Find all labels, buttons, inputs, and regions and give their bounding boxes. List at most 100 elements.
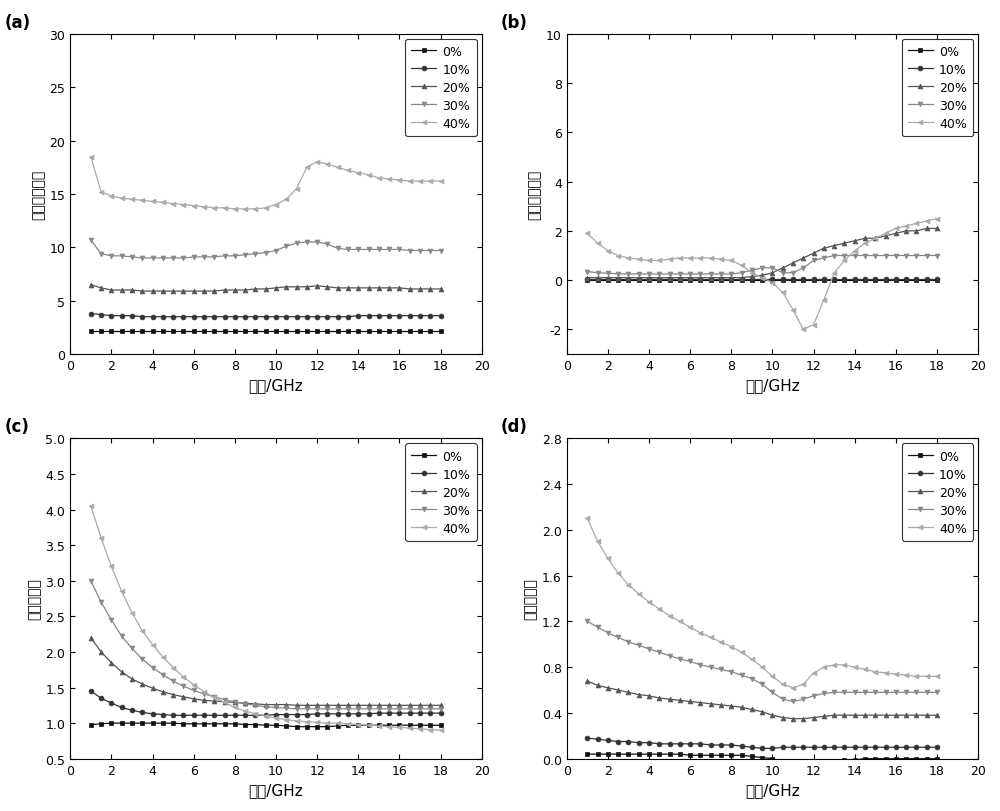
30% — [270, 247, 282, 256]
20% — [684, 697, 696, 706]
30% — [321, 240, 333, 250]
0% — [188, 326, 200, 336]
Line: 30%: 30% — [585, 620, 939, 704]
40% — [869, 234, 881, 244]
20% — [239, 698, 251, 708]
10% — [592, 275, 604, 285]
30% — [321, 704, 333, 714]
0% — [633, 749, 645, 759]
0% — [592, 276, 604, 285]
10% — [818, 742, 830, 752]
30% — [643, 644, 655, 654]
40% — [424, 725, 436, 735]
40% — [849, 663, 861, 672]
0% — [602, 276, 614, 285]
10% — [321, 709, 333, 719]
10% — [612, 275, 624, 285]
10% — [612, 736, 624, 746]
10% — [633, 275, 645, 285]
0% — [653, 276, 665, 285]
20% — [756, 271, 768, 281]
0% — [622, 276, 634, 285]
40% — [229, 702, 241, 712]
40% — [321, 719, 333, 728]
20% — [715, 700, 727, 710]
40% — [592, 537, 604, 547]
0% — [85, 720, 97, 730]
0% — [95, 719, 107, 729]
0% — [931, 276, 943, 285]
20% — [229, 697, 241, 707]
40% — [622, 254, 634, 264]
0% — [664, 276, 676, 285]
40% — [838, 660, 850, 670]
30% — [249, 701, 261, 710]
10% — [424, 708, 436, 718]
0% — [664, 749, 676, 759]
20% — [890, 710, 902, 720]
0% — [219, 326, 231, 336]
0% — [715, 750, 727, 760]
30% — [880, 251, 892, 261]
40% — [674, 617, 686, 627]
10% — [157, 710, 169, 719]
0% — [136, 326, 148, 336]
20% — [404, 285, 416, 294]
40% — [188, 680, 200, 689]
10% — [900, 275, 912, 285]
40% — [684, 623, 696, 633]
30% — [85, 236, 97, 246]
30% — [291, 704, 303, 714]
30% — [332, 244, 344, 254]
40% — [684, 254, 696, 264]
40% — [859, 239, 871, 249]
10% — [260, 312, 272, 322]
20% — [219, 697, 231, 706]
0% — [208, 326, 220, 336]
0% — [342, 326, 354, 336]
0% — [849, 755, 861, 765]
10% — [126, 311, 138, 321]
0% — [167, 326, 179, 336]
10% — [684, 739, 696, 749]
0% — [424, 720, 436, 730]
Line: 10%: 10% — [88, 311, 443, 320]
40% — [849, 247, 861, 256]
0% — [890, 754, 902, 764]
10% — [705, 275, 717, 285]
10% — [229, 312, 241, 322]
20% — [311, 701, 323, 710]
40% — [592, 239, 604, 249]
20% — [869, 234, 881, 244]
20% — [838, 710, 850, 720]
30% — [332, 704, 344, 714]
10% — [291, 312, 303, 322]
20% — [828, 710, 840, 720]
10% — [581, 733, 593, 743]
30% — [301, 238, 313, 247]
10% — [393, 708, 405, 718]
20% — [105, 658, 117, 667]
0% — [363, 720, 375, 730]
40% — [147, 197, 159, 207]
20% — [828, 242, 840, 251]
20% — [705, 699, 717, 709]
0% — [674, 749, 686, 759]
0% — [188, 719, 200, 729]
0% — [260, 720, 272, 730]
10% — [808, 742, 820, 752]
0% — [291, 326, 303, 336]
10% — [414, 311, 426, 321]
30% — [828, 688, 840, 697]
0% — [808, 276, 820, 285]
10% — [828, 742, 840, 752]
10% — [787, 275, 799, 285]
20% — [239, 285, 251, 295]
40% — [602, 554, 614, 564]
10% — [116, 702, 128, 712]
0% — [694, 750, 706, 760]
10% — [787, 742, 799, 752]
30% — [260, 702, 272, 712]
40% — [910, 219, 922, 229]
20% — [404, 701, 416, 710]
